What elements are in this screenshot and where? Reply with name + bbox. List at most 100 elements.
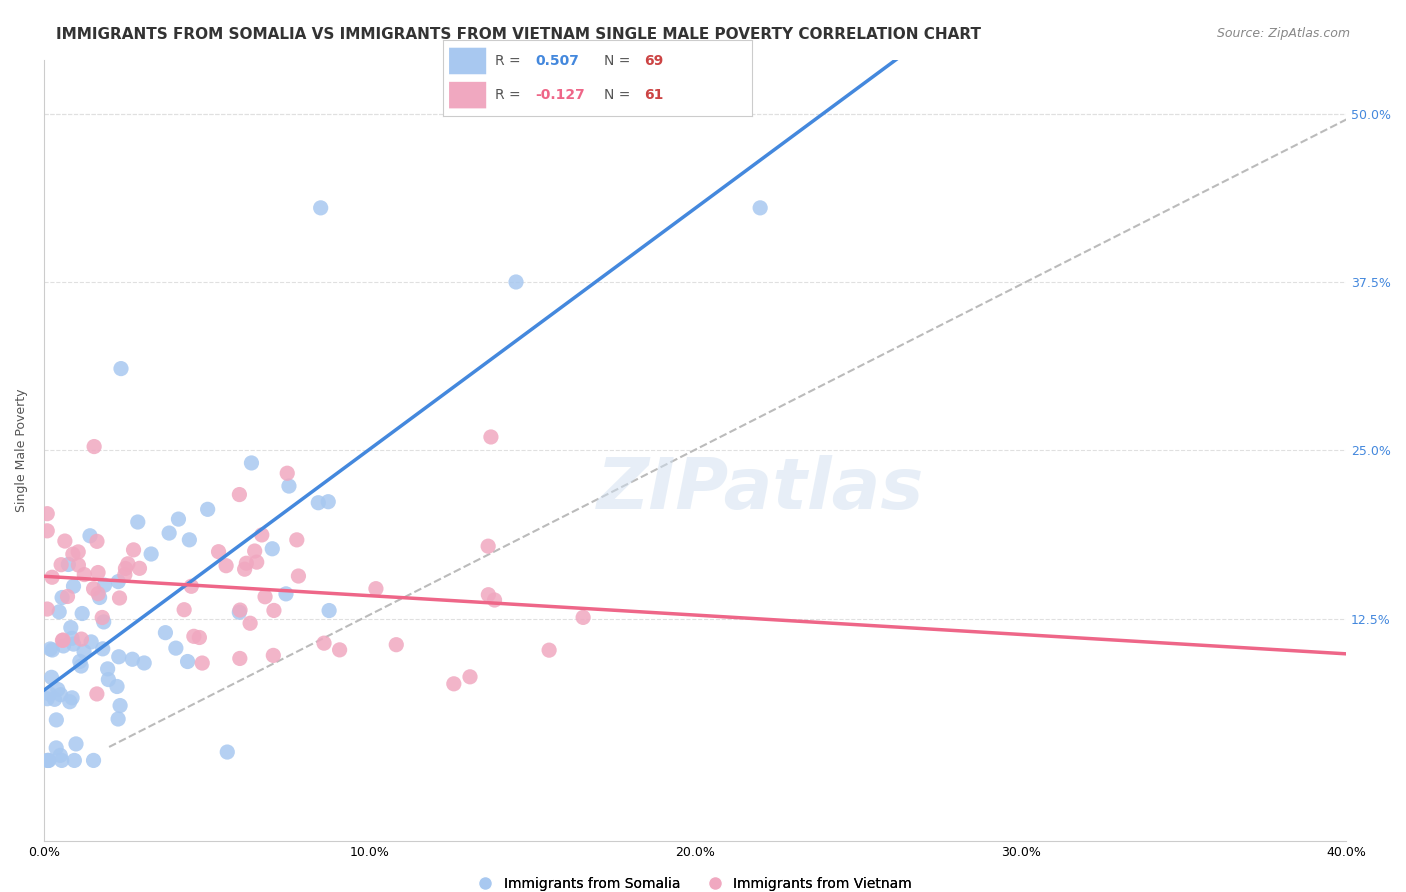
Text: 61: 61 <box>644 87 664 102</box>
Point <box>49 688 72 702</box>
Point <box>309 201 332 215</box>
Point <box>316 494 339 508</box>
Point <box>128 561 150 575</box>
Point <box>67 545 90 559</box>
Point <box>318 603 340 617</box>
Point <box>87 566 110 580</box>
Point <box>191 656 214 670</box>
Point <box>67 558 90 572</box>
Text: 0.507: 0.507 <box>536 54 579 68</box>
Point <box>38 754 60 768</box>
Point <box>56 590 79 604</box>
Point <box>263 603 285 617</box>
Point <box>73 567 96 582</box>
Point <box>110 361 132 376</box>
Point <box>39 642 62 657</box>
Point <box>207 545 229 559</box>
Text: ZIPatlas: ZIPatlas <box>596 455 924 524</box>
Point <box>179 533 201 547</box>
Text: R =: R = <box>495 87 526 102</box>
Point <box>62 547 84 561</box>
Point <box>121 652 143 666</box>
Text: N =: N = <box>603 87 634 102</box>
Point <box>65 737 87 751</box>
Point <box>176 655 198 669</box>
Point <box>93 578 115 592</box>
Point <box>83 440 105 454</box>
Point <box>215 558 238 573</box>
Point <box>59 621 82 635</box>
Point <box>53 534 76 549</box>
Point <box>484 593 506 607</box>
Point <box>197 502 219 516</box>
Point <box>155 625 177 640</box>
Text: IMMIGRANTS FROM SOMALIA VS IMMIGRANTS FROM VIETNAM SINGLE MALE POVERTY CORRELATI: IMMIGRANTS FROM SOMALIA VS IMMIGRANTS FR… <box>56 27 981 42</box>
Point <box>749 201 772 215</box>
Point <box>89 591 111 605</box>
Point <box>165 641 187 656</box>
Point <box>91 641 114 656</box>
Point <box>69 654 91 668</box>
Text: N =: N = <box>603 54 634 68</box>
Point <box>108 698 131 713</box>
Point <box>51 633 73 648</box>
Point <box>41 643 63 657</box>
Point <box>183 629 205 643</box>
Point <box>458 670 481 684</box>
Point <box>307 496 329 510</box>
Point <box>97 662 120 676</box>
Text: Source: ZipAtlas.com: Source: ZipAtlas.com <box>1216 27 1350 40</box>
Point <box>180 579 202 593</box>
Point <box>233 562 256 576</box>
Point <box>79 529 101 543</box>
Point <box>37 754 59 768</box>
Point <box>240 456 263 470</box>
Point <box>48 605 70 619</box>
Point <box>63 754 86 768</box>
Text: -0.127: -0.127 <box>536 87 585 102</box>
Point <box>139 547 162 561</box>
Point <box>80 635 103 649</box>
Point <box>105 680 128 694</box>
Point <box>228 605 250 619</box>
Point <box>107 649 129 664</box>
Point <box>52 639 75 653</box>
Point <box>276 467 298 481</box>
Point <box>262 541 284 556</box>
Point <box>538 643 561 657</box>
Point <box>239 616 262 631</box>
Point <box>229 651 252 665</box>
Legend: Immigrants from Somalia, Immigrants from Vietnam: Immigrants from Somalia, Immigrants from… <box>472 871 917 892</box>
Point <box>91 610 114 624</box>
Point <box>62 579 84 593</box>
Point <box>83 582 105 596</box>
Point <box>385 638 408 652</box>
Point <box>41 670 63 684</box>
Point <box>37 691 59 706</box>
Text: 69: 69 <box>644 54 664 68</box>
Point <box>86 687 108 701</box>
Y-axis label: Single Male Poverty: Single Male Poverty <box>15 389 28 512</box>
Point <box>127 515 149 529</box>
Point <box>93 615 115 629</box>
Point <box>114 561 136 575</box>
Point <box>364 582 387 596</box>
Point <box>49 558 72 572</box>
Point <box>107 574 129 589</box>
Point <box>83 754 105 768</box>
Point <box>173 603 195 617</box>
Point <box>505 275 527 289</box>
Point <box>52 633 75 648</box>
Point <box>44 692 66 706</box>
Point <box>37 754 59 768</box>
Point <box>217 745 239 759</box>
Point <box>62 637 84 651</box>
Point <box>97 673 120 687</box>
Point <box>58 558 80 572</box>
Point <box>73 644 96 658</box>
Point <box>477 539 499 553</box>
Point <box>60 690 83 705</box>
Point <box>41 570 63 584</box>
Point <box>70 659 93 673</box>
Point <box>45 740 67 755</box>
